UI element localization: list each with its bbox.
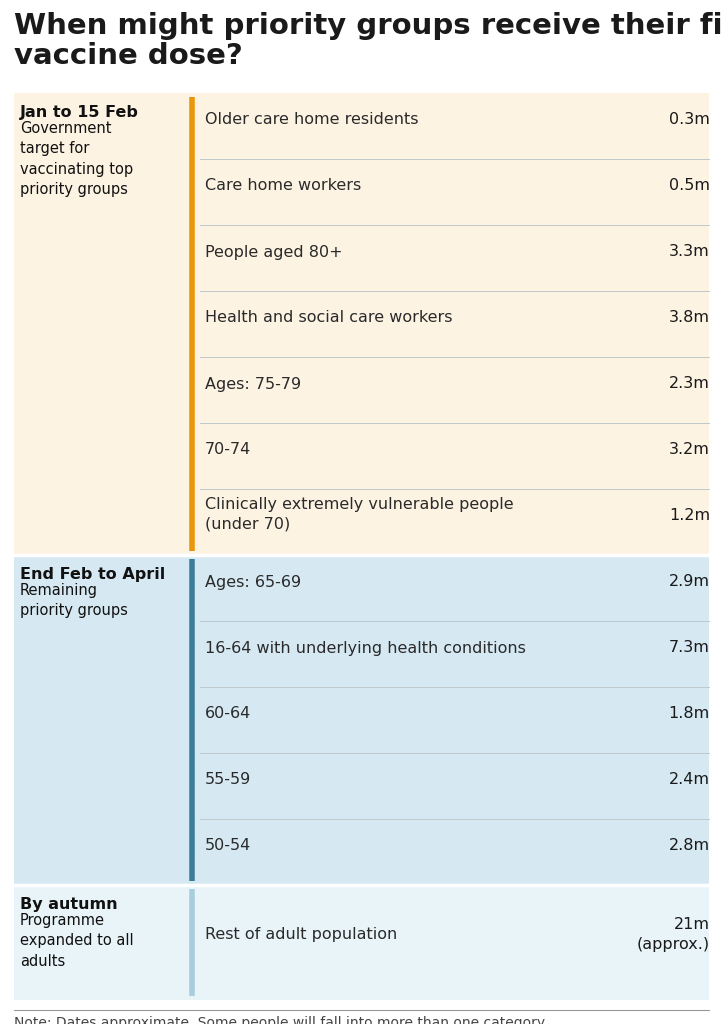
Text: 0.5m: 0.5m bbox=[669, 178, 710, 194]
Text: 7.3m: 7.3m bbox=[669, 640, 710, 655]
Text: 1.2m: 1.2m bbox=[669, 509, 710, 523]
Text: 16-64 with underlying health conditions: 16-64 with underlying health conditions bbox=[205, 640, 526, 655]
Text: By autumn: By autumn bbox=[20, 897, 118, 912]
Text: When might priority groups receive their first: When might priority groups receive their… bbox=[14, 12, 723, 40]
Text: Care home workers: Care home workers bbox=[205, 178, 362, 194]
Text: 0.3m: 0.3m bbox=[669, 113, 710, 128]
Text: 3.2m: 3.2m bbox=[669, 442, 710, 458]
Text: Government
target for
vaccinating top
priority groups: Government target for vaccinating top pr… bbox=[20, 121, 133, 198]
Text: Programme
expanded to all
adults: Programme expanded to all adults bbox=[20, 913, 134, 969]
Text: Clinically extremely vulnerable people
(under 70): Clinically extremely vulnerable people (… bbox=[205, 497, 513, 531]
Text: 60-64: 60-64 bbox=[205, 707, 252, 722]
Text: 2.9m: 2.9m bbox=[669, 574, 710, 590]
Text: Remaining
priority groups: Remaining priority groups bbox=[20, 583, 128, 618]
Text: 2.8m: 2.8m bbox=[669, 839, 710, 853]
Text: 2.4m: 2.4m bbox=[669, 772, 710, 787]
Text: Ages: 75-79: Ages: 75-79 bbox=[205, 377, 301, 391]
Text: People aged 80+: People aged 80+ bbox=[205, 245, 343, 259]
Bar bbox=[14, 885, 709, 1000]
Text: Older care home residents: Older care home residents bbox=[205, 113, 419, 128]
Text: End Feb to April: End Feb to April bbox=[20, 567, 166, 582]
Text: 1.8m: 1.8m bbox=[669, 707, 710, 722]
Text: 3.8m: 3.8m bbox=[669, 310, 710, 326]
Text: 2.3m: 2.3m bbox=[669, 377, 710, 391]
Text: Jan to 15 Feb: Jan to 15 Feb bbox=[20, 105, 139, 120]
Text: Ages: 65-69: Ages: 65-69 bbox=[205, 574, 301, 590]
Text: 3.3m: 3.3m bbox=[669, 245, 710, 259]
Bar bbox=[14, 555, 709, 885]
Text: 70-74: 70-74 bbox=[205, 442, 252, 458]
Bar bbox=[14, 93, 709, 555]
Text: Rest of adult population: Rest of adult population bbox=[205, 927, 397, 942]
Text: 55-59: 55-59 bbox=[205, 772, 252, 787]
Text: Health and social care workers: Health and social care workers bbox=[205, 310, 453, 326]
Text: 21m
(approx.): 21m (approx.) bbox=[637, 918, 710, 951]
Text: Note: Dates approximate. Some people will fall into more than one category: Note: Dates approximate. Some people wil… bbox=[14, 1016, 545, 1024]
Text: 50-54: 50-54 bbox=[205, 839, 252, 853]
Text: vaccine dose?: vaccine dose? bbox=[14, 42, 243, 70]
